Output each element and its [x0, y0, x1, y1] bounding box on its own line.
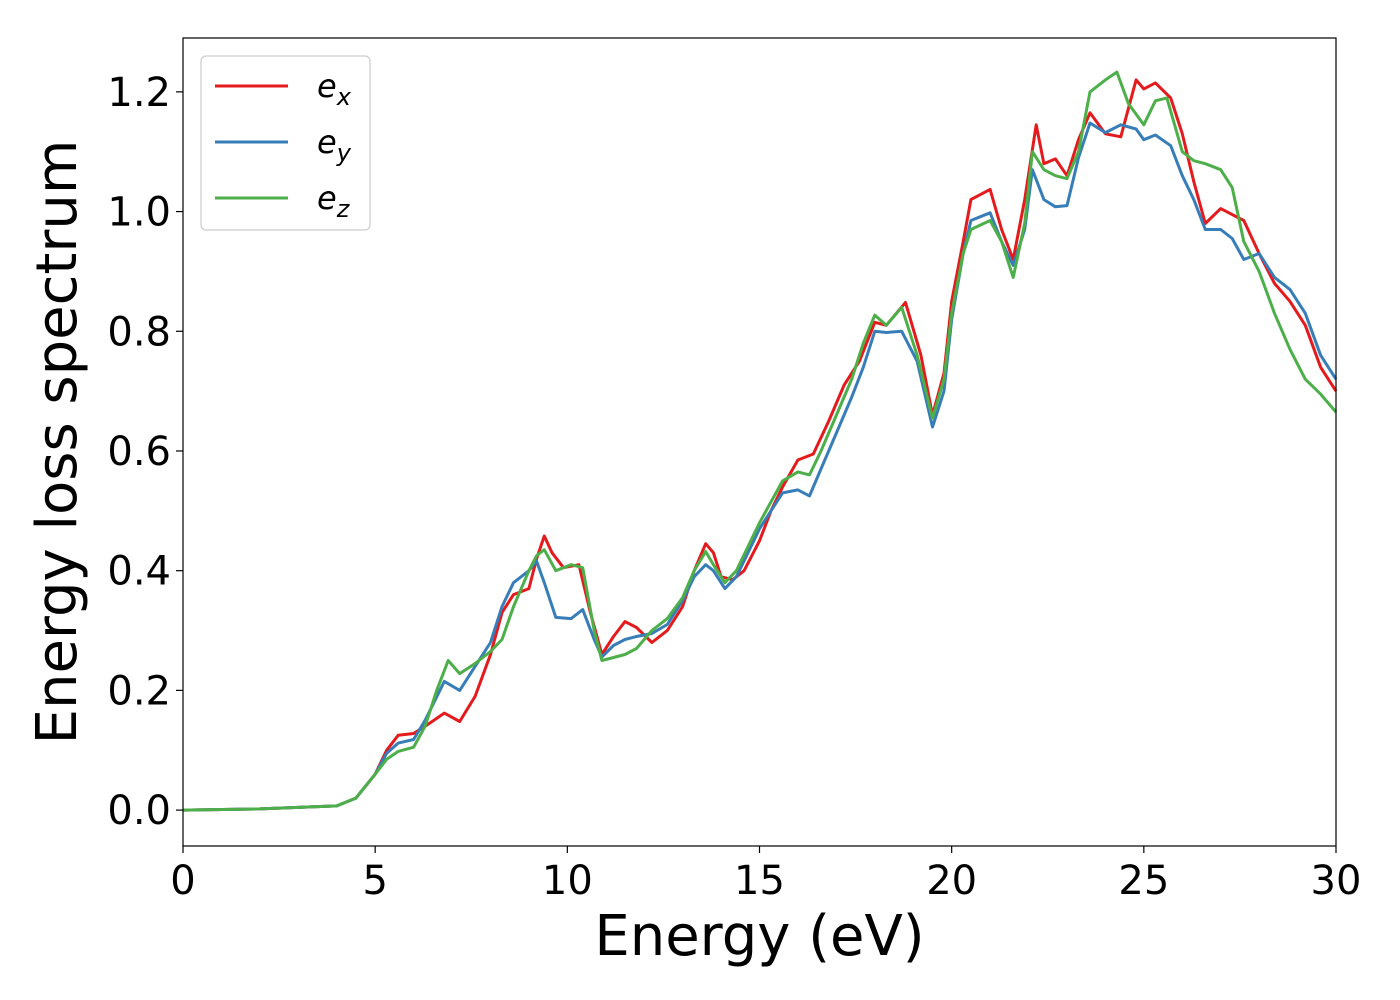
legend-label-z: ez — [317, 179, 351, 223]
series-line-y — [182, 121, 1338, 812]
y-tick-label: 0.8 — [107, 309, 171, 355]
legend-label-base: e — [317, 67, 337, 105]
legend-label-subscript: x — [336, 83, 352, 111]
x-tick-label: 30 — [1311, 858, 1362, 904]
legend-label-x: ex — [317, 67, 352, 111]
legend-label-base: e — [317, 179, 337, 217]
y-tick-label: 1.0 — [107, 190, 171, 236]
legend-label-base: e — [317, 123, 337, 161]
x-tick-label: 10 — [542, 858, 593, 904]
series-line-z — [182, 70, 1338, 812]
x-tick-label: 25 — [1118, 858, 1169, 904]
legend-label-subscript: z — [336, 195, 351, 223]
x-tick-label: 0 — [170, 858, 195, 904]
x-tick-label: 20 — [926, 858, 977, 904]
legend-label-subscript: y — [336, 139, 352, 167]
y-tick-label: 0.6 — [107, 429, 171, 475]
x-axis: 0 5 10 15 20 25 30 — [170, 846, 1361, 904]
x-tick-label: 5 — [362, 858, 387, 904]
series-line-x — [182, 78, 1338, 812]
y-axis-label: Energy loss spectrum — [25, 140, 90, 745]
y-tick-label: 0.0 — [107, 788, 171, 834]
x-tick-label: 15 — [734, 858, 785, 904]
y-tick-label: 0.4 — [107, 549, 171, 595]
x-axis-label: Energy (eV) — [594, 904, 924, 969]
y-axis: 0.0 0.2 0.4 0.6 0.8 1.0 1.2 — [107, 70, 183, 834]
series-layer — [182, 70, 1338, 812]
legend-label-y: ey — [317, 123, 352, 167]
y-tick-label: 1.2 — [107, 70, 171, 116]
y-tick-label: 0.2 — [107, 668, 171, 714]
